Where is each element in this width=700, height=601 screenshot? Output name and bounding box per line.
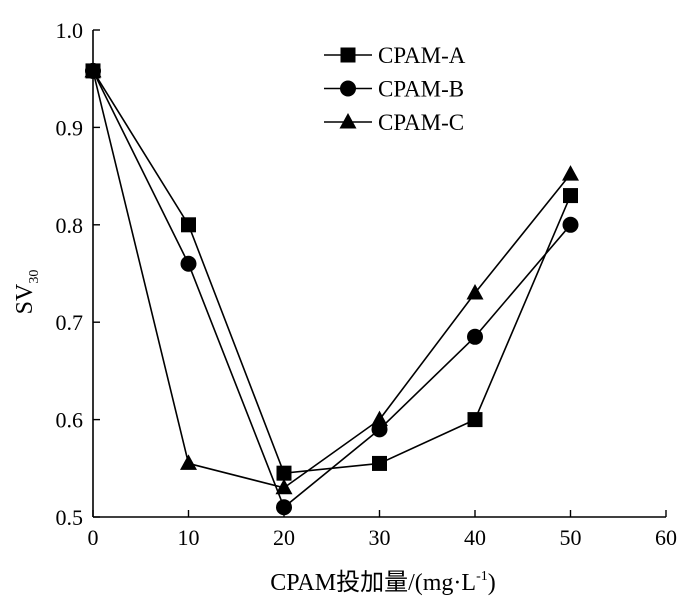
y-tick-label: 0.6 — [56, 408, 84, 433]
data-point-cpam-a — [181, 217, 196, 233]
y-axis-title-main: SV — [12, 283, 38, 314]
series-line-cpam-a — [92, 70, 572, 475]
series-cpam-b — [85, 62, 579, 516]
series-line-cpam-b — [92, 70, 572, 509]
x-axis-title-sup: -1 — [476, 569, 488, 584]
series-cpam-a — [85, 63, 578, 481]
legend-marker-cpam-c — [339, 113, 357, 129]
y-axis-title: SV30 — [12, 270, 42, 315]
x-tick-label: 20 — [273, 525, 295, 550]
x-tick-label: 40 — [464, 525, 486, 550]
x-tick-label: 30 — [369, 525, 391, 550]
x-tick-label: 0 — [88, 525, 99, 550]
data-point-cpam-b — [467, 328, 483, 345]
x-tick-label: 10 — [178, 525, 200, 550]
legend-label-cpam-a: CPAM-A — [378, 43, 466, 68]
legend-entry-cpam-c: CPAM-C — [324, 110, 464, 135]
data-point-cpam-c — [275, 478, 293, 495]
x-tick-label: 50 — [560, 525, 582, 550]
data-point-cpam-a — [276, 465, 292, 481]
y-tick-label: 0.8 — [56, 213, 84, 238]
data-point-cpam-b — [276, 499, 292, 516]
data-point-cpam-a — [563, 188, 578, 204]
series-layer — [84, 61, 579, 516]
x-axis-title-main: CPAM投加量/(mg·L — [270, 569, 476, 596]
legend-entry-cpam-b: CPAM-B — [324, 77, 464, 102]
y-axis-title-sub: 30 — [27, 270, 42, 284]
data-point-cpam-c — [562, 165, 579, 181]
data-point-cpam-c — [466, 283, 484, 300]
y-tick-label: 1.0 — [56, 18, 84, 43]
legend: CPAM-A CPAM-B CPAM-C — [324, 43, 466, 135]
legend-entry-cpam-a: CPAM-A — [324, 43, 466, 68]
legend-marker-cpam-b — [340, 80, 356, 97]
legend-label-cpam-b: CPAM-B — [378, 77, 464, 102]
data-point-cpam-c — [371, 410, 388, 427]
series-cpam-c — [84, 61, 579, 495]
x-axis-title-suffix: ) — [488, 570, 496, 596]
y-tick-label: 0.9 — [56, 115, 84, 140]
data-point-cpam-a — [372, 455, 387, 471]
data-point-cpam-c — [84, 61, 102, 78]
legend-label-cpam-c: CPAM-C — [378, 110, 464, 135]
y-tick-label: 0.7 — [56, 310, 84, 335]
axes: 0 10 20 30 40 50 60 0.5 0.6 0.7 0.8 0.9 1.0 — [56, 18, 678, 550]
data-point-cpam-c — [180, 454, 197, 470]
y-tick-label: 0.5 — [56, 505, 84, 530]
data-point-cpam-b — [562, 216, 579, 233]
series-line-cpam-c — [92, 70, 572, 489]
data-point-cpam-b — [180, 255, 197, 272]
data-point-cpam-a — [467, 412, 483, 428]
x-tick-label: 60 — [655, 525, 677, 550]
legend-marker-cpam-a — [340, 47, 356, 63]
x-axis-title: CPAM投加量/(mg·L-1) — [270, 569, 495, 596]
